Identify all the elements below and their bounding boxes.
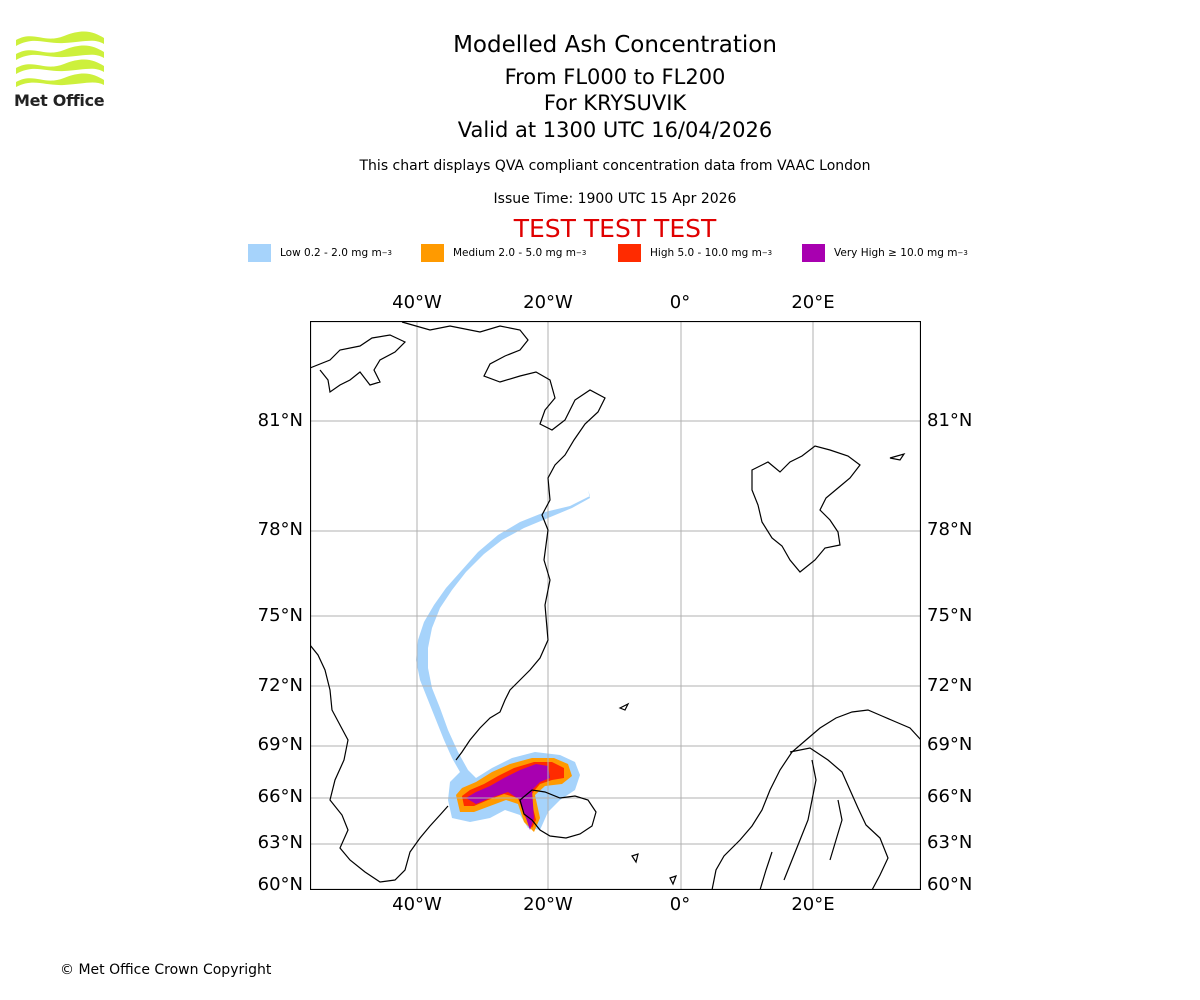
- legend-item-high: High 5.0 - 10.0 mg m −3: [618, 244, 772, 262]
- legend-exp-very-high: −3: [957, 249, 968, 257]
- lat-label-right-60: 60°N: [927, 874, 973, 895]
- lon-label-bottom-0: 0°: [669, 894, 691, 915]
- issue-time: Issue Time: 1900 UTC 15 Apr 2026: [493, 191, 737, 207]
- lat-label-right-72: 72°N: [927, 675, 973, 696]
- flight-levels: From FL000 to FL200: [504, 65, 726, 89]
- ash-very-high-region: [466, 764, 550, 830]
- iceland-coast: [519, 789, 597, 839]
- lon-label-top-20w: 20°W: [523, 292, 573, 313]
- legend-exp-high: −3: [761, 249, 773, 257]
- volcano-name: For KRYSUVIK: [543, 91, 687, 115]
- lat-label-left-72: 72°N: [257, 675, 303, 696]
- legend-label-very-high: Very High ≥ 10.0 mg m: [834, 247, 958, 259]
- valid-time: Valid at 1300 UTC 16/04/2026: [457, 118, 773, 142]
- lon-label-top-0: 0°: [669, 292, 691, 313]
- legend-item-very-high: Very High ≥ 10.0 mg m −3: [802, 244, 968, 262]
- met-office-logo-text: Met Office: [14, 91, 105, 110]
- graticule: [310, 321, 921, 890]
- legend-exp-medium: −3: [575, 249, 587, 257]
- lon-label-bottom-20w: 20°W: [523, 894, 573, 915]
- lat-label-right-81: 81°N: [927, 410, 973, 431]
- coastlines: [310, 321, 921, 890]
- lat-label-left-63: 63°N: [257, 832, 303, 853]
- lon-label-bottom-20e: 20°E: [791, 894, 835, 915]
- legend-exp-low: −3: [381, 249, 393, 257]
- lat-label-left-60: 60°N: [257, 874, 303, 895]
- chart-description: This chart displays QVA compliant concen…: [359, 158, 871, 174]
- copyright: © Met Office Crown Copyright: [60, 962, 272, 978]
- legend-item-low: Low 0.2 - 2.0 mg m −3: [248, 244, 392, 262]
- ash-low-region: [416, 490, 590, 830]
- legend-swatch-medium: [421, 244, 444, 262]
- legend-label-medium: Medium 2.0 - 5.0 mg m: [453, 247, 576, 259]
- lat-label-right-69: 69°N: [927, 734, 973, 755]
- legend-label-low: Low 0.2 - 2.0 mg m: [280, 247, 382, 259]
- legend-swatch-high: [618, 244, 641, 262]
- met-office-logo-waves: [16, 31, 104, 87]
- lat-label-right-63: 63°N: [927, 832, 973, 853]
- lon-label-top-40w: 40°W: [392, 292, 442, 313]
- lat-label-left-78: 78°N: [257, 519, 303, 540]
- legend-label-high: High 5.0 - 10.0 mg m: [650, 247, 762, 259]
- met-office-logo: Met Office: [14, 30, 109, 112]
- lat-label-right-75: 75°N: [927, 605, 973, 626]
- legend-item-medium: Medium 2.0 - 5.0 mg m −3: [421, 244, 586, 262]
- legend-swatch-low: [248, 244, 271, 262]
- test-banner: TEST TEST TEST: [513, 214, 717, 243]
- lat-label-left-69: 69°N: [257, 734, 303, 755]
- lon-label-bottom-40w: 40°W: [392, 894, 442, 915]
- lat-label-right-78: 78°N: [927, 519, 973, 540]
- lat-label-left-75: 75°N: [257, 605, 303, 626]
- legend-swatch-very-high: [802, 244, 825, 262]
- lat-label-left-81: 81°N: [257, 410, 303, 431]
- lat-label-left-66: 66°N: [257, 786, 303, 807]
- lat-label-right-66: 66°N: [927, 786, 973, 807]
- map-frame: [310, 321, 921, 890]
- chart-title: Modelled Ash Concentration: [453, 32, 777, 58]
- ash-map: [310, 321, 921, 890]
- lon-label-top-20e: 20°E: [791, 292, 835, 313]
